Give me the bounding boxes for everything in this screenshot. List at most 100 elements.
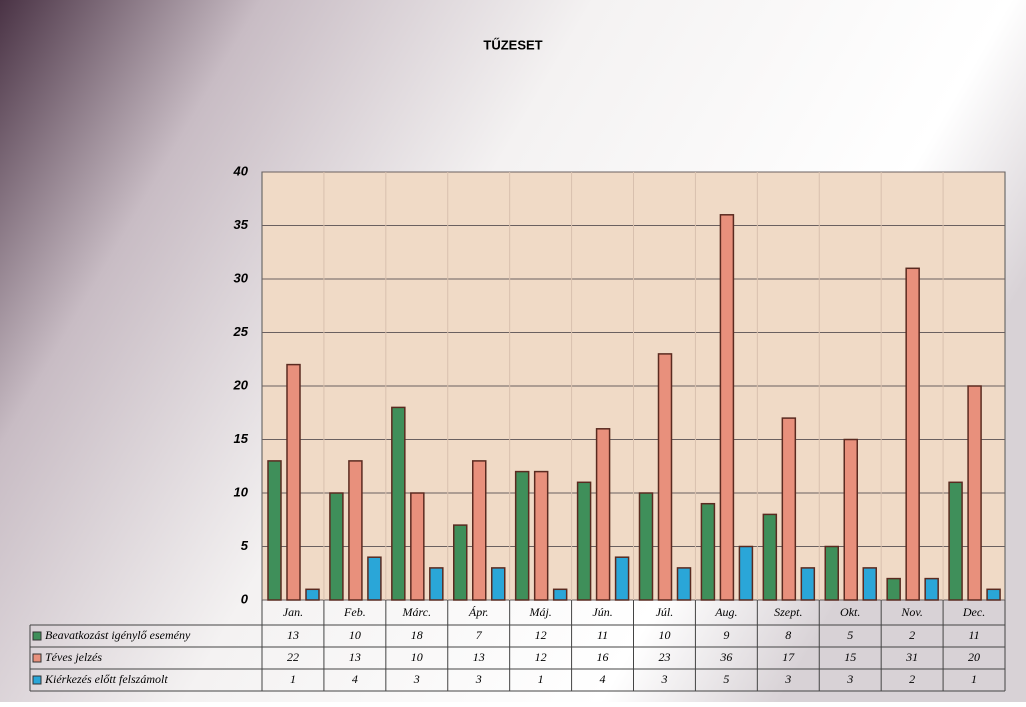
- x-tick-label: Júl.: [656, 605, 674, 619]
- legend-label: Téves jelzés: [45, 650, 102, 664]
- y-tick-label: 30: [234, 270, 249, 285]
- bar: [429, 567, 444, 601]
- table-value: 4: [352, 672, 358, 686]
- table-value: 9: [723, 628, 729, 642]
- table-value: 13: [349, 650, 361, 664]
- table-value: 12: [535, 650, 547, 664]
- table-value: 3: [846, 672, 853, 686]
- legend-swatch: [32, 675, 42, 685]
- x-tick-label: Aug.: [714, 605, 737, 619]
- x-tick-label: Márc.: [402, 605, 432, 619]
- y-tick-label: 35: [234, 217, 249, 232]
- legend-label: Kiérkezés előtt felszámolt: [44, 672, 168, 686]
- x-tick-label: Nov.: [900, 605, 922, 619]
- bar: [700, 502, 716, 601]
- bar: [391, 406, 406, 601]
- table-value: 2: [909, 628, 915, 642]
- x-tick-label: Dec.: [962, 605, 985, 619]
- y-tick-label: 20: [233, 377, 249, 392]
- table-value: 3: [413, 672, 420, 686]
- table-value: 17: [782, 650, 795, 664]
- table-value: 12: [535, 628, 547, 642]
- bar: [781, 417, 797, 601]
- table-value: 10: [411, 650, 423, 664]
- legend-swatch: [32, 653, 42, 663]
- legend-label: Beavatkozást igénylő esemény: [45, 628, 191, 642]
- bar: [329, 492, 344, 601]
- bar: [924, 577, 939, 601]
- y-tick-label: 0: [241, 591, 249, 606]
- table-value: 13: [473, 650, 485, 664]
- bar: [862, 567, 877, 601]
- x-tick-label: Jún.: [592, 605, 612, 619]
- table-value: 3: [475, 672, 482, 686]
- x-tick-label: Jan.: [283, 605, 303, 619]
- table-value: 31: [905, 650, 918, 664]
- table-value: 23: [658, 650, 670, 664]
- table-value: 8: [785, 628, 791, 642]
- table-value: 5: [723, 672, 729, 686]
- bar: [738, 545, 754, 601]
- bar: [762, 513, 778, 601]
- table-value: 11: [597, 628, 608, 642]
- y-tick-label: 15: [234, 431, 249, 446]
- bar: [305, 588, 320, 601]
- bar: [533, 470, 549, 601]
- table-value: 3: [660, 672, 667, 686]
- x-tick-label: Ápr.: [468, 605, 489, 619]
- bar: [948, 481, 963, 601]
- bar: [286, 363, 301, 601]
- table-value: 15: [844, 650, 856, 664]
- x-tick-label: Okt.: [840, 605, 860, 619]
- y-tick-label: 40: [233, 163, 249, 178]
- bar: [576, 481, 592, 601]
- table-value: 2: [909, 672, 915, 686]
- bar: [348, 460, 363, 601]
- bar: [719, 214, 735, 601]
- bar: [905, 267, 920, 601]
- bar: [514, 470, 530, 601]
- bar: [824, 545, 839, 601]
- table-value: 10: [658, 628, 670, 642]
- bar: [491, 567, 506, 601]
- x-tick-label: Máj.: [528, 605, 551, 619]
- bar: [657, 353, 673, 601]
- bar: [967, 385, 982, 601]
- chart-title: TŰZESET: [483, 37, 542, 52]
- table-value: 18: [411, 628, 423, 642]
- table-value: 16: [597, 650, 609, 664]
- x-tick-label: Feb.: [343, 605, 366, 619]
- bar: [614, 556, 630, 601]
- table-value: 13: [287, 628, 299, 642]
- bar: [367, 556, 382, 601]
- table-value: 1: [290, 672, 296, 686]
- bar: [453, 524, 468, 601]
- y-tick-label: 10: [234, 484, 249, 499]
- bar: [472, 460, 487, 601]
- table-value: 7: [476, 628, 483, 642]
- bar: [552, 588, 568, 601]
- bar: [595, 428, 611, 601]
- bar: [410, 492, 425, 601]
- table-value: 4: [600, 672, 606, 686]
- table-value: 20: [968, 650, 980, 664]
- bar: [843, 438, 858, 601]
- y-tick-label: 25: [233, 324, 249, 339]
- bar: [676, 567, 692, 601]
- bar: [986, 588, 1001, 601]
- bar: [886, 577, 901, 601]
- y-tick-label: 5: [241, 538, 249, 553]
- bar: [267, 460, 282, 601]
- table-value: 3: [784, 672, 791, 686]
- table-value: 36: [719, 650, 732, 664]
- table-value: 22: [287, 650, 299, 664]
- bar: [800, 567, 816, 601]
- table-value: 10: [349, 628, 361, 642]
- table-value: 11: [968, 628, 979, 642]
- table-value: 1: [971, 672, 977, 686]
- table-value: 5: [847, 628, 853, 642]
- x-tick-label: Szept.: [774, 605, 802, 619]
- legend-swatch: [32, 631, 42, 641]
